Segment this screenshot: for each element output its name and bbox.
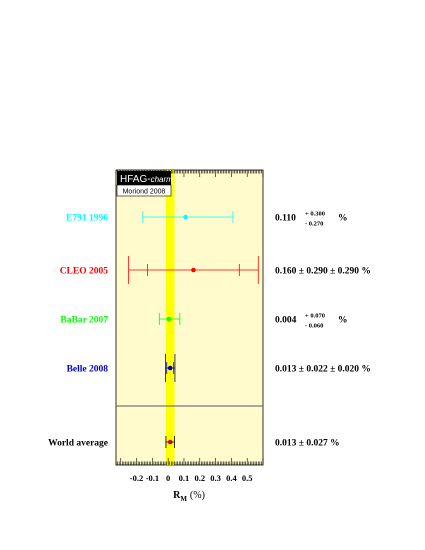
measurement-value: 0.110 bbox=[275, 214, 296, 224]
measurement-value: 0.013 ± 0.022 ± 0.020 % bbox=[275, 365, 371, 375]
badge-title: HFAG- bbox=[120, 174, 151, 185]
x-tick-label: -0.1 bbox=[146, 473, 159, 483]
badge-subtitle: Moriond 2008 bbox=[123, 189, 166, 196]
measurement-value: 0.160 ± 0.290 ± 0.290 % bbox=[275, 267, 371, 277]
x-tick-label: -0.2 bbox=[130, 473, 143, 483]
measurement-error-plus: + 0.300 bbox=[305, 211, 325, 218]
x-tick-label: 0 bbox=[166, 473, 170, 483]
x-axis-label: RM (%) bbox=[173, 490, 205, 503]
x-tick-label: 0.5 bbox=[242, 473, 253, 483]
measurement-error-minus: - 0.060 bbox=[305, 323, 323, 330]
measurement-label: World average bbox=[48, 439, 108, 449]
svg-text:HFAG-charm: HFAG-charm bbox=[120, 174, 173, 185]
x-axis-label-sub: M bbox=[180, 495, 187, 503]
badge-title-italic: charm bbox=[151, 175, 174, 184]
measurement-label: CLEO 2005 bbox=[60, 267, 109, 277]
x-axis-label-unit: (%) bbox=[190, 490, 205, 501]
measurement-unit: % bbox=[338, 214, 348, 224]
data-point bbox=[167, 439, 173, 445]
x-axis-tick-labels: -0.2 -0.1 0 0.1 0.2 0.3 0.4 0.5 bbox=[130, 473, 253, 483]
measurement-error-minus: - 0.270 bbox=[305, 221, 323, 228]
measurement-value: 0.004 bbox=[275, 316, 297, 326]
x-tick-label: 0.1 bbox=[179, 473, 190, 483]
measurement-error-plus: + 0.070 bbox=[305, 313, 325, 320]
data-point bbox=[183, 214, 188, 220]
measurement-label: Belle 2008 bbox=[67, 365, 109, 375]
measurement-label: BaBar 2007 bbox=[60, 316, 108, 326]
x-tick-label: 0.3 bbox=[210, 473, 221, 483]
badge: HFAG-charm Moriond 2008 bbox=[116, 171, 173, 197]
measurement-unit: % bbox=[338, 316, 348, 326]
plot-background bbox=[115, 169, 264, 466]
data-point bbox=[166, 316, 172, 322]
x-tick-label: 0.2 bbox=[194, 473, 205, 483]
data-point bbox=[191, 267, 196, 273]
measurement-label: E791 1996 bbox=[66, 214, 108, 224]
x-tick-label: 0.4 bbox=[226, 473, 237, 483]
chart-marks: E791 1996 0.110 + 0.300 - 0.270% CLEO 2005 0.… bbox=[48, 211, 371, 449]
x-axis-label-main: R bbox=[173, 490, 181, 501]
measurement-value: 0.013 ± 0.027 % bbox=[275, 439, 340, 449]
data-point bbox=[167, 365, 173, 371]
